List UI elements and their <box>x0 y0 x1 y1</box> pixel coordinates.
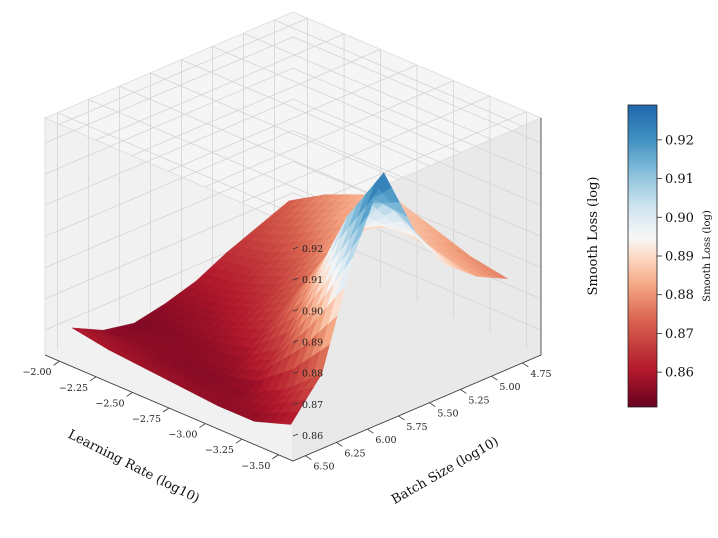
y-tick-label: 5.75 <box>406 422 427 433</box>
z-tick-mark <box>292 433 299 437</box>
grid-line <box>44 98 542 206</box>
grid-line <box>88 99 337 206</box>
x-tick-mark <box>53 360 60 366</box>
z-tick-label: 0.88 <box>302 369 323 380</box>
z-tick-label: 0.90 <box>302 306 323 317</box>
z-tick-mark <box>292 308 299 312</box>
x-tick-label: −2.00 <box>22 367 51 378</box>
x-tick-mark <box>126 392 133 397</box>
colorbar-ticks: 0.86 0.87 0.88 0.89 0.90 0.91 0.92 <box>657 133 694 381</box>
colorbar-tick-label: 0.86 <box>665 366 694 381</box>
x-tick-label: −3.25 <box>205 445 234 456</box>
y-ticks: 4.75 5.00 5.25 5.50 5.75 6.00 6.25 6.50 <box>305 362 552 473</box>
grid-line <box>132 49 381 156</box>
x-tick-label: −3.50 <box>241 461 270 472</box>
z-tick-label: 0.87 <box>302 400 323 411</box>
grid-line <box>205 80 454 187</box>
y-axis-label: Batch Size (log10) <box>389 434 501 508</box>
surface-facet <box>281 411 299 425</box>
colorbar-tick-label: 0.88 <box>665 288 694 303</box>
y-tick-label: 5.50 <box>437 409 458 420</box>
z-tick-mark <box>292 402 299 406</box>
z-tick-mark <box>292 277 299 281</box>
z-axis-label: Smooth Loss (log) <box>586 177 601 296</box>
grid-line <box>44 130 542 237</box>
x-tick-mark <box>272 454 279 460</box>
z-tick-label: 0.89 <box>302 338 323 349</box>
y-tick-label: 6.00 <box>375 435 396 446</box>
y-tick-label: 5.00 <box>499 382 520 393</box>
y-tick-mark <box>522 362 529 368</box>
x-tick-label: −3.00 <box>168 430 197 441</box>
colorbar-tick-label: 0.90 <box>665 211 694 226</box>
x-tick-label: −2.75 <box>132 414 161 425</box>
z-ticks: 0.86 0.87 0.88 0.89 0.90 0.91 0.92 <box>292 244 323 442</box>
surface <box>71 172 508 425</box>
y-tick-label: 6.50 <box>313 462 334 473</box>
grid-line <box>181 59 430 167</box>
grid-line <box>119 85 368 193</box>
grid-line <box>59 17 308 125</box>
z-tick-mark <box>292 371 299 375</box>
x-tick-mark <box>162 407 170 413</box>
x-tick-label: −2.25 <box>59 383 88 394</box>
y-tick-mark <box>429 402 436 408</box>
colorbar-gradient <box>627 104 658 408</box>
z-tick-label: 0.91 <box>302 275 323 286</box>
grid-line <box>95 33 345 141</box>
grid-line <box>168 64 418 172</box>
grid-line <box>44 36 542 144</box>
colorbar-tick-label: 0.87 <box>665 327 694 342</box>
grid-line <box>57 112 306 220</box>
z-tick-mark <box>292 340 299 343</box>
x-tick-label: −2.50 <box>95 398 124 409</box>
y-axis-line <box>292 354 542 462</box>
grid-line <box>212 46 461 153</box>
y-tick-mark <box>398 415 405 421</box>
z-tick-label: 0.92 <box>302 244 323 255</box>
y-tick-mark <box>460 389 467 394</box>
x-tick-mark <box>235 438 243 444</box>
x-ticks: −2.00 −2.25 −2.50 −2.75 −3.00 −3.25 −3.50 <box>22 360 279 472</box>
z-tick-label: 0.86 <box>302 431 323 442</box>
colorbar-label: Smooth Loss (log) <box>702 210 713 302</box>
grid-line <box>44 161 542 269</box>
colorbar: 0.86 0.87 0.88 0.89 0.90 0.91 0.92 Smooth Loss… <box>627 104 713 408</box>
y-tick-mark <box>491 375 498 381</box>
grid-line <box>243 32 492 140</box>
y-tick-mark <box>305 455 312 461</box>
colorbar-tick-label: 0.91 <box>665 172 694 187</box>
y-tick-mark <box>336 442 343 447</box>
z-tick-mark <box>292 246 299 250</box>
x-tick-mark <box>199 423 206 428</box>
colorbar-tick-label: 0.92 <box>665 133 694 148</box>
y-tick-label: 5.25 <box>468 395 489 406</box>
colorbar-tick-label: 0.89 <box>665 250 694 265</box>
y-tick-mark <box>367 428 374 434</box>
grid-line <box>150 72 399 180</box>
grid-line <box>274 19 523 127</box>
y-tick-label: 6.25 <box>344 448 365 459</box>
grid-line <box>44 67 542 175</box>
x-tick-mark <box>89 376 97 382</box>
y-tick-label: 4.75 <box>530 369 551 380</box>
grid-line <box>241 95 491 203</box>
